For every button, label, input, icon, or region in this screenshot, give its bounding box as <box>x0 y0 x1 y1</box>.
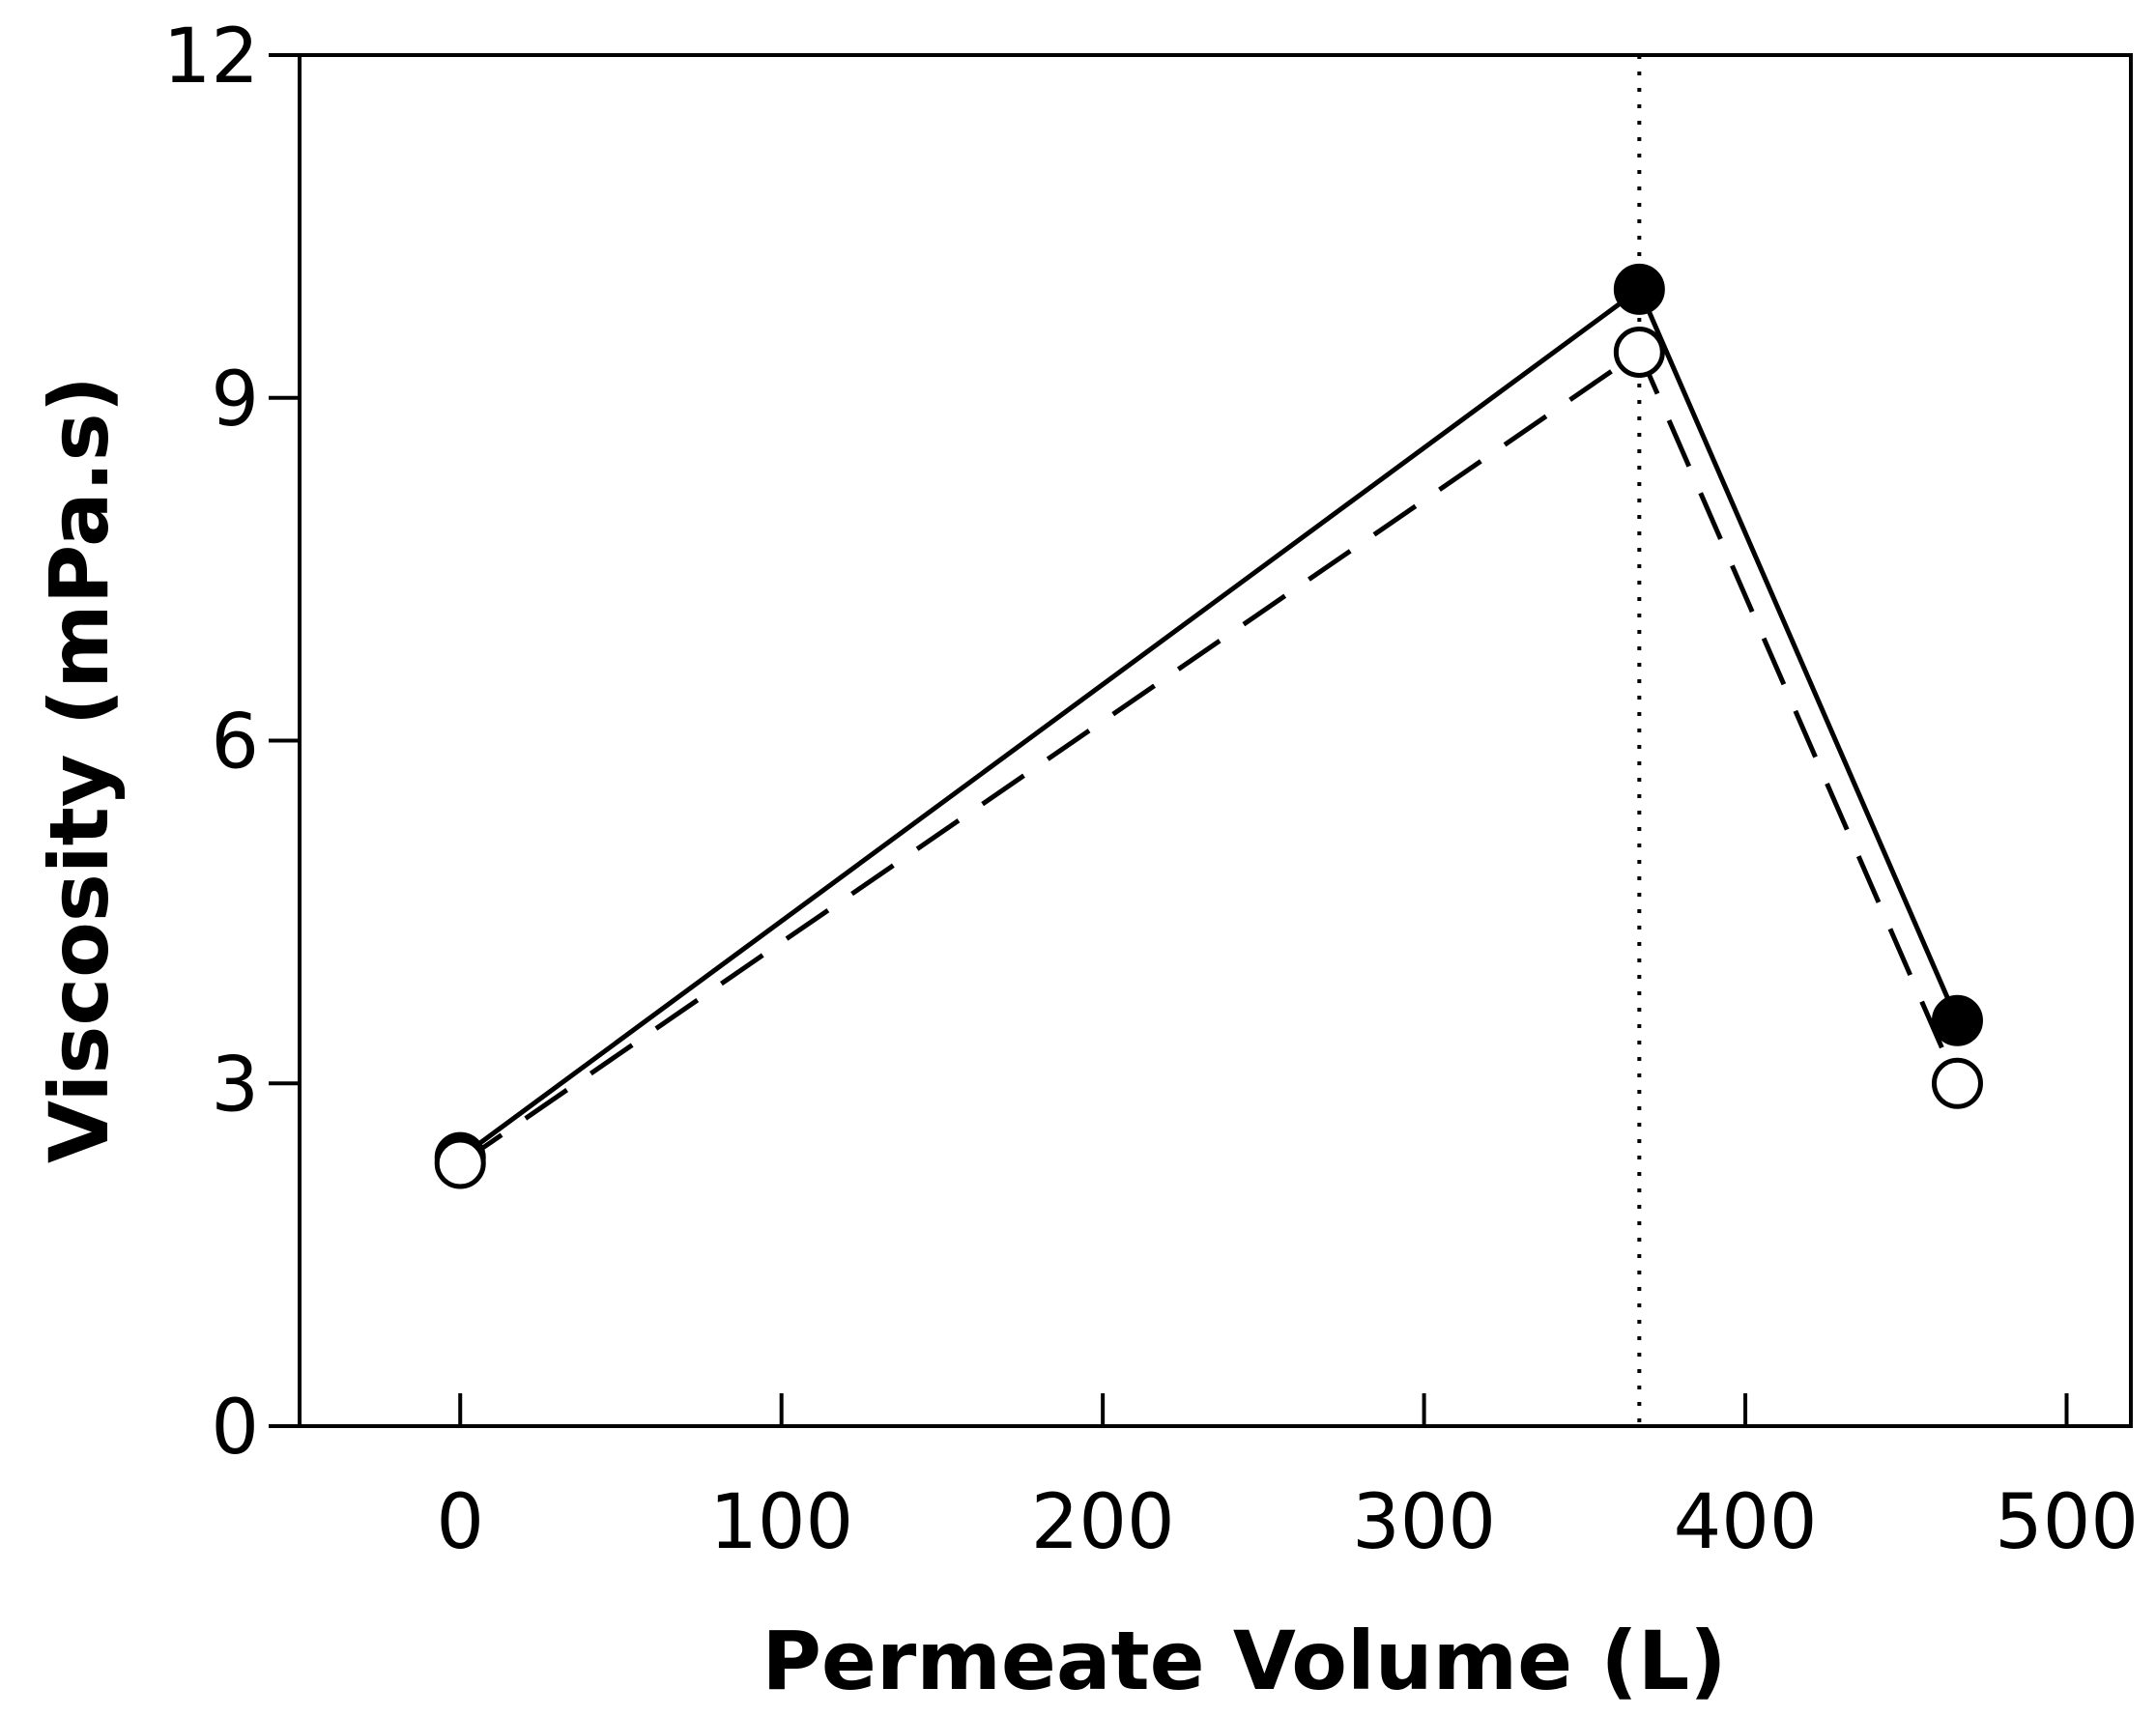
y-tick-label: 6 <box>211 700 259 786</box>
series-line-filled-circles <box>458 285 1960 1160</box>
y-tick-label: 9 <box>211 357 259 443</box>
x-tick-label: 200 <box>1031 1479 1175 1566</box>
x-axis-title: Permeate Volume (L) <box>762 1614 1726 1708</box>
series-line-open-circles <box>458 348 1960 1166</box>
series-lines <box>458 285 1960 1166</box>
open-circle-point <box>434 1137 486 1189</box>
axis-ticks: 0 100 200 300 400 500 0 3 6 9 12 <box>163 14 2139 1566</box>
filled-circle-point <box>1613 263 1665 315</box>
x-tick-label: 300 <box>1352 1479 1496 1566</box>
open-circle-point <box>1613 326 1665 378</box>
series-markers <box>434 263 1983 1189</box>
y-tick-label: 0 <box>211 1385 259 1472</box>
plot-frame <box>298 53 2133 1428</box>
x-tick-label: 500 <box>1995 1479 2139 1566</box>
filled-circle-point <box>1931 994 1983 1046</box>
y-tick-label: 3 <box>211 1042 259 1129</box>
open-circle-point <box>1931 1057 1983 1109</box>
plot-marks <box>434 55 1983 1426</box>
y-tick-label: 12 <box>163 14 259 100</box>
y-axis-title: Viscosity (mPa.s) <box>32 376 127 1163</box>
x-tick-label: 400 <box>1674 1479 1818 1566</box>
x-tick-label: 0 <box>436 1479 484 1566</box>
x-tick-label: 100 <box>709 1479 853 1566</box>
